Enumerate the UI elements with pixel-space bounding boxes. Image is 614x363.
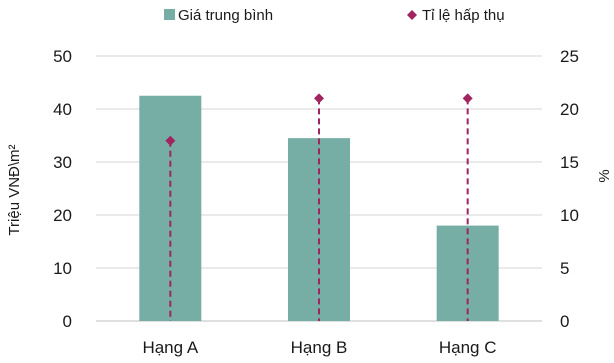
x-tick-label: Hạng C: [439, 338, 497, 357]
x-tick-label: Hạng B: [291, 338, 348, 357]
y-tick-label: 0: [63, 312, 72, 331]
legend-swatch-marker: [407, 10, 417, 20]
legend-label-bar: Giá trung bình: [178, 7, 273, 24]
bar: [139, 95, 202, 321]
marker-point: [314, 93, 324, 104]
y2-tick-label: 5: [560, 259, 569, 278]
y-tick-label: 10: [53, 259, 72, 278]
y2-axis-title: %: [596, 169, 613, 182]
y2-tick-label: 25: [560, 47, 579, 66]
y-tick-label: 40: [53, 100, 72, 119]
legend-swatch-bar: [164, 9, 175, 20]
y2-tick-label: 20: [560, 100, 579, 119]
marker-point: [165, 135, 176, 146]
y-tick-label: 50: [53, 47, 72, 66]
marker-series: [165, 93, 473, 321]
marker-point: [462, 93, 473, 104]
legend-label-marker: Tỉ lệ hấp thụ: [422, 7, 505, 24]
y2-tick-label: 0: [560, 312, 569, 331]
axis-ticks: 0 10 20 30 40 50 0 5 10 15 20 25 Hạng A Hạng B Hạng C: [53, 47, 579, 357]
y-tick-label: 30: [53, 153, 72, 172]
x-tick-label: Hạng A: [142, 338, 198, 357]
y2-tick-label: 15: [560, 153, 579, 172]
y2-tick-label: 10: [560, 206, 579, 225]
legend: Giá trung bình Tỉ lệ hấp thụ: [164, 7, 505, 24]
y-tick-label: 20: [53, 206, 72, 225]
y-axis-title: Triệu VNĐ\m²: [6, 144, 23, 235]
